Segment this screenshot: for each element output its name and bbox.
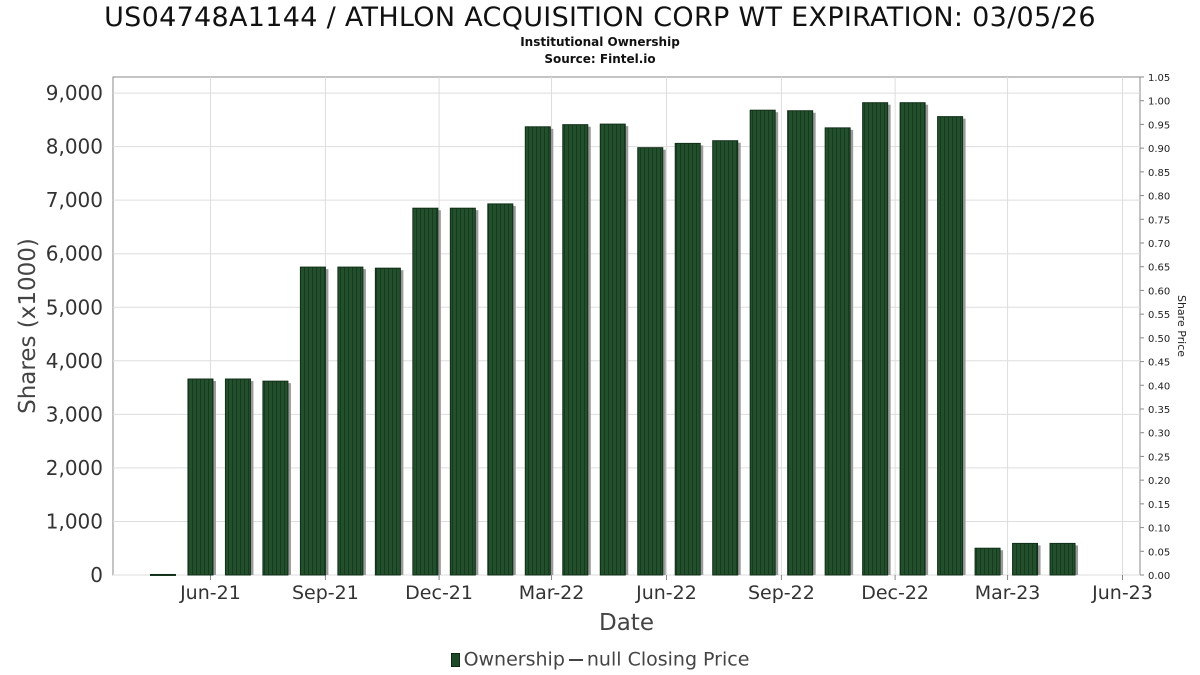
y2-tick-label: 0.70 [1148,239,1170,250]
y2-tick-label: 0.50 [1148,334,1170,345]
x-tick-label: Mar-23 [975,582,1041,604]
ownership-bar [974,547,1001,576]
x-tick-label: Sep-22 [748,582,815,604]
ownership-bar [562,124,589,576]
ownership-bar [412,207,439,576]
x-tick-label: Dec-21 [405,582,473,604]
x-tick-label: Sep-21 [292,582,359,604]
price-legend-swatch [568,658,583,661]
ownership-bar [787,110,814,576]
ownership-bar [449,207,476,576]
ownership-bar [374,267,401,576]
y2-tick-label: 0.15 [1148,500,1170,511]
y2-tick-label: 0.10 [1148,524,1170,535]
ownership-bar [937,116,964,576]
y2-tick-label: 0.60 [1148,286,1170,297]
ownership-legend-label: Ownership [463,648,565,671]
ownership-bar [524,126,551,576]
ownership-bar [862,102,889,576]
ownership-bar [487,203,514,576]
y2-tick-label: 0.05 [1148,547,1170,558]
y-tick-label: 8,000 [46,135,103,159]
y2-tick-label: 1.00 [1148,97,1170,108]
x-tick-label: Jun-23 [1091,582,1153,604]
y2-tick-label: 0.30 [1148,429,1170,440]
y-tick-label: 9,000 [46,81,103,105]
y-tick-label: 5,000 [46,295,103,319]
x-tick-label: Jun-22 [635,582,697,604]
ownership-bar [712,140,739,576]
y-tick-label: 0 [90,563,103,587]
y-tick-label: 4,000 [46,349,103,373]
ownership-bar [1012,542,1039,576]
y2-tick-label: 0.65 [1148,263,1170,274]
y-tick-label: 3,000 [46,402,103,426]
y-tick-label: 6,000 [46,242,103,266]
y2-tick-label: 0.00 [1148,571,1170,582]
ownership-bar [337,266,364,576]
ownership-bar [299,266,326,576]
y2-tick-label: 0.85 [1148,168,1170,179]
x-tick-label: Mar-22 [519,582,585,604]
ownership-bar [899,102,926,576]
y2-tick-label: 0.40 [1148,381,1170,392]
y2-tick-label: 0.75 [1148,215,1170,226]
ownership-bar [599,123,626,576]
y2-tick-label: 0.35 [1148,405,1170,416]
y2-tick-label: 0.55 [1148,310,1170,321]
ownership-bar [149,573,176,576]
y2-tick-label: 0.25 [1148,452,1170,463]
x-axis-title: Date [599,610,654,636]
y2-tick-label: 0.90 [1148,144,1170,155]
ownership-bar [749,109,776,576]
ownership-bar [224,378,251,576]
ownership-bar [674,142,701,576]
y2-tick-label: 0.20 [1148,476,1170,487]
x-tick-label: Jun-21 [179,582,241,604]
ownership-bar [1049,542,1076,576]
y-tick-label: 7,000 [46,188,103,212]
y-axis-title: Shares (x1000) [15,238,41,414]
chart-title: US04748A1144 / ATHLON ACQUISITION CORP W… [104,2,1096,33]
ownership-bar [824,127,851,576]
ownership-bar [637,147,664,576]
x-tick-label: Dec-22 [861,582,929,604]
chart-legend: Ownership null Closing Price [0,648,1200,671]
y2-tick-label: 0.95 [1148,120,1170,131]
y2-tick-label: 0.45 [1148,358,1170,369]
y2-tick-label: 0.80 [1148,192,1170,203]
ownership-bar [187,378,214,576]
price-legend-label: null Closing Price [586,648,750,671]
ownership-bar [262,380,289,576]
chart-source: Source: Fintel.io [544,52,656,66]
y-tick-label: 2,000 [46,456,103,480]
chart-subtitle: Institutional Ownership [520,35,680,49]
ownership-legend-swatch [450,652,460,667]
y2-axis-title: Share Price [1175,295,1188,357]
y2-tick-label: 1.05 [1148,73,1170,84]
y-tick-label: 1,000 [46,509,103,533]
